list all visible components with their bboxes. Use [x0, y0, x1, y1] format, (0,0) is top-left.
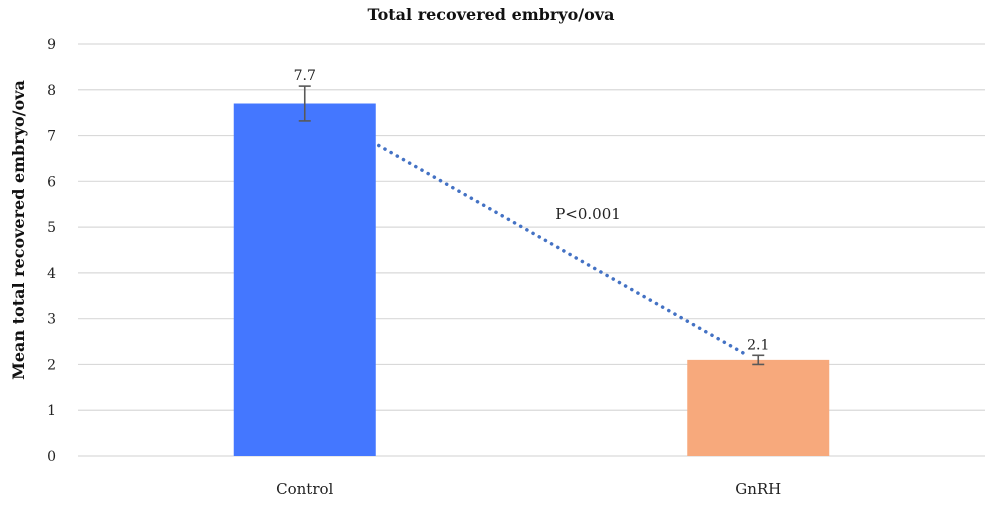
y-axis-label: Mean total recovered embryo/ova [9, 80, 28, 380]
p-value-annotation: P<0.001 [555, 205, 621, 223]
y-tick-label: 3 [47, 312, 56, 328]
dotted-trend-line [377, 143, 750, 358]
y-tick-label: 0 [47, 449, 56, 465]
data-label: 7.7 [294, 68, 316, 84]
y-tick-label: 9 [47, 37, 56, 53]
x-axis-categories: Control GnRH [276, 480, 781, 498]
category-label: GnRH [735, 480, 781, 498]
y-tick-label: 4 [47, 266, 56, 282]
error-bar [752, 354, 765, 366]
bars [233, 103, 830, 456]
chart-title: Total recovered embryo/ova [368, 5, 615, 24]
y-axis-ticks: 0 1 2 3 4 5 6 7 8 9 [47, 37, 56, 465]
data-label: 2.1 [747, 337, 769, 353]
y-tick-label: 8 [47, 83, 56, 99]
bar-gnrh [687, 359, 830, 456]
category-label: Control [276, 480, 333, 498]
error-bars [298, 85, 765, 366]
data-labels: 7.7 2.1 [294, 68, 770, 353]
y-tick-label: 5 [47, 220, 56, 236]
bar-control [233, 103, 376, 456]
significance-line [377, 143, 750, 358]
y-tick-label: 6 [47, 174, 56, 190]
y-tick-label: 1 [47, 403, 56, 419]
gridlines [78, 43, 985, 457]
error-bar [298, 85, 311, 122]
y-tick-label: 2 [47, 357, 56, 373]
y-tick-label: 7 [47, 129, 56, 145]
